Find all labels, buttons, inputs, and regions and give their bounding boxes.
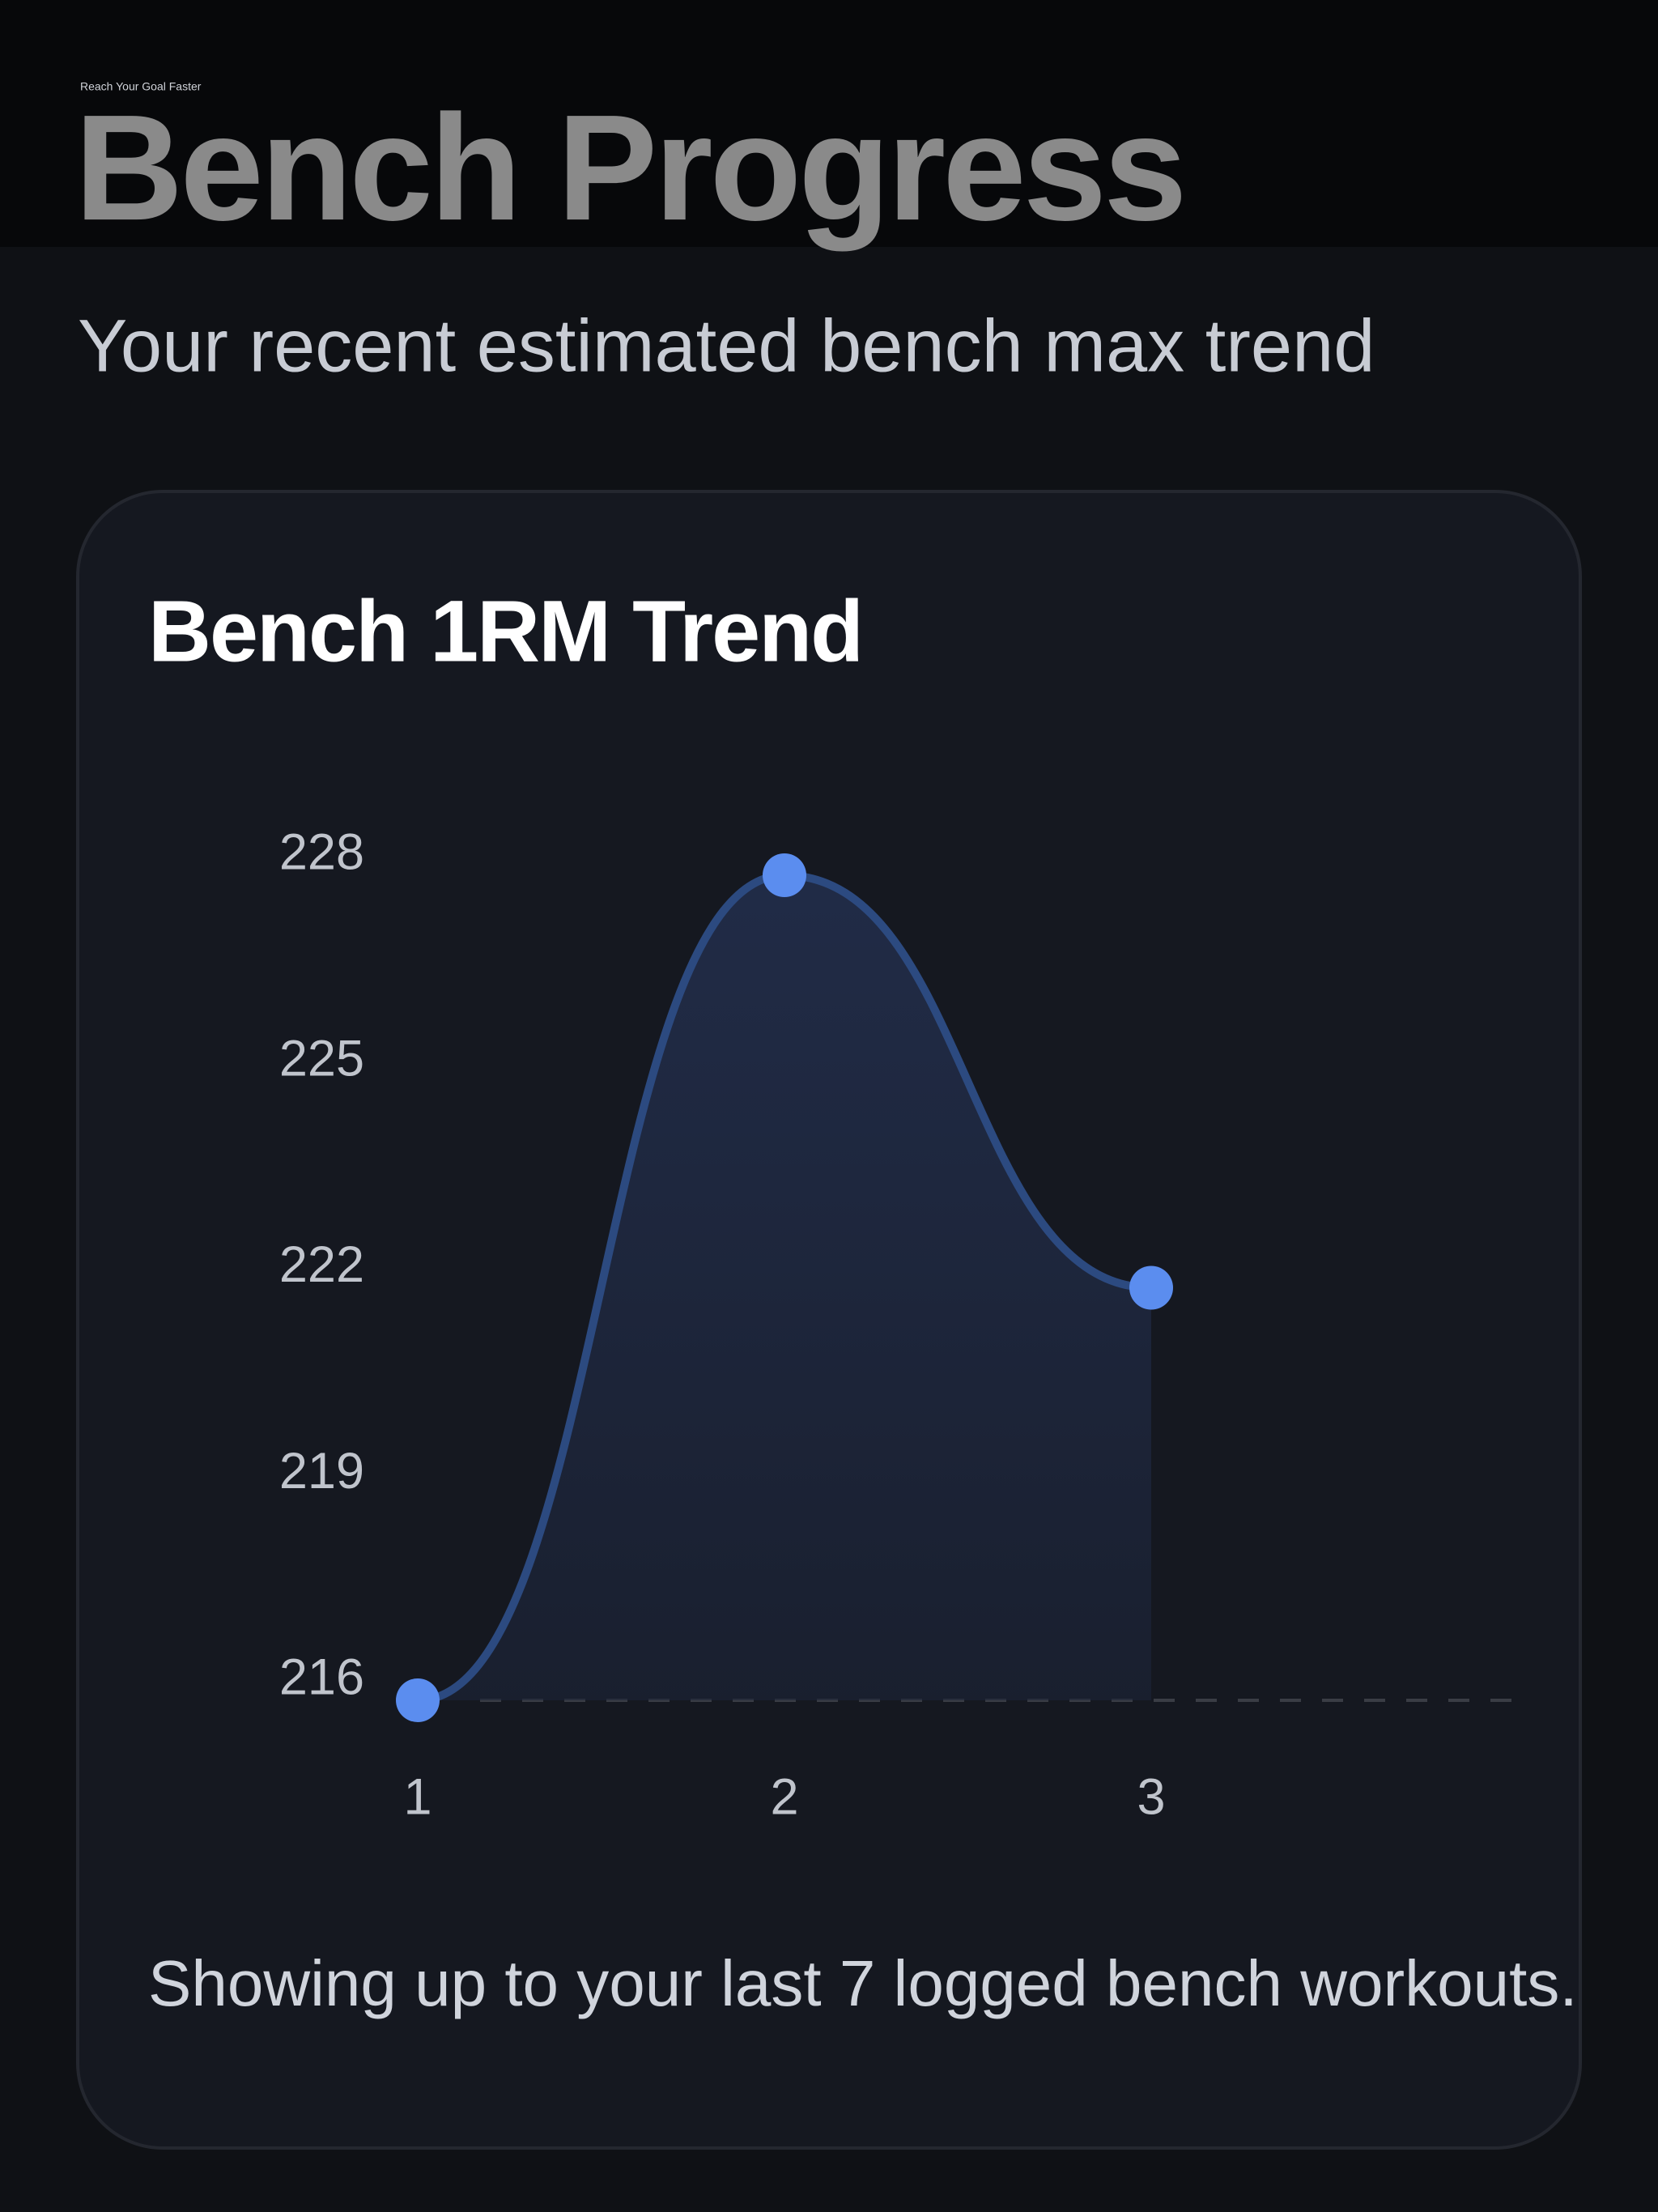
x-tick-label: 3 (1137, 1769, 1165, 1826)
data-point (763, 853, 806, 897)
y-tick-label: 219 (279, 1443, 364, 1499)
card-title: Bench 1RM Trend (148, 582, 862, 680)
footnote: Showing up to your last 7 logged bench w… (148, 1947, 1578, 2019)
x-tick-label: 1 (403, 1769, 432, 1826)
data-point (396, 1678, 440, 1722)
y-tick-label: 228 (279, 824, 364, 881)
y-tick-label: 222 (279, 1236, 364, 1293)
data-point (1129, 1266, 1173, 1310)
page-title: Bench Progress (74, 84, 1184, 252)
x-tick-label: 2 (770, 1769, 798, 1826)
header-band (0, 0, 1658, 247)
subtitle: Your recent estimated bench max trend (78, 304, 1375, 387)
line (417, 870, 1152, 1704)
eyebrow: Reach Your Goal Faster (80, 80, 202, 93)
y-tick-label: 225 (279, 1030, 364, 1087)
y-tick-label: 216 (279, 1649, 364, 1706)
